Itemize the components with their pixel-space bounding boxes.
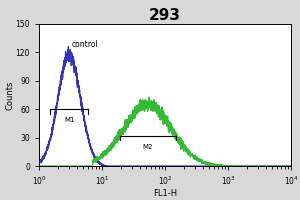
Text: M1: M1 [64,117,74,123]
Text: M2: M2 [143,144,153,150]
Y-axis label: Counts: Counts [5,80,14,110]
X-axis label: FL1-H: FL1-H [153,189,177,198]
Title: 293: 293 [149,8,181,23]
Text: control: control [72,40,98,49]
